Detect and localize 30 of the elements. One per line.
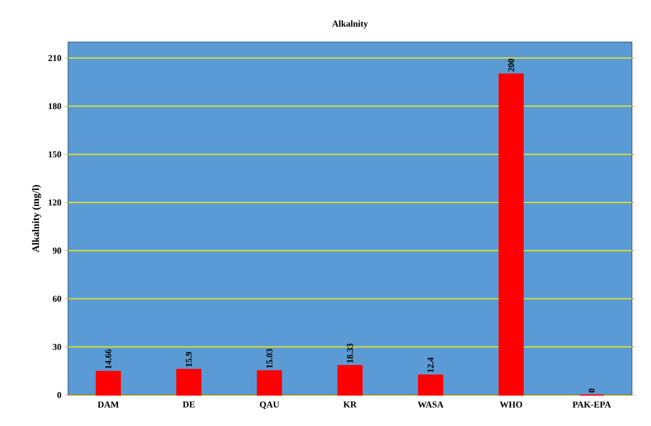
y-tick-label: 150 [48,151,62,158]
x-tick-label: PAK-EPA [572,402,611,408]
x-tick-label: QAU [260,402,280,409]
bar [418,374,444,396]
y-tick-label: 210 [48,55,62,62]
data-label: 18.33 [346,344,354,363]
y-tick-label: 30 [52,344,62,350]
x-tick-label: WASA [418,402,444,408]
y-tick-label: 90 [52,248,62,254]
x-tick-label: DE [182,402,195,408]
x-tick-label: WHO [500,402,522,408]
bar [337,364,363,396]
chart-title: Alkalnity [332,20,368,29]
x-tick-label: DAM [98,402,119,408]
data-label: 14.66 [105,349,112,369]
y-tick-label: 0 [57,392,62,398]
data-label: 12.4 [428,357,434,372]
data-label: 200 [508,58,514,72]
data-label: 15.9 [186,352,192,367]
data-label: 0 [588,388,595,392]
bar [96,370,121,396]
y-tick-label: 120 [48,199,62,206]
y-tick-label: 60 [52,296,62,302]
data-label: 15.03 [266,348,272,368]
bar [256,370,282,396]
bar [176,368,202,396]
bar [498,73,524,396]
y-tick-label: 180 [48,103,62,110]
y-axis-title: Alkalnity (mg/l) [32,185,42,252]
x-tick-label: KR [343,402,357,408]
